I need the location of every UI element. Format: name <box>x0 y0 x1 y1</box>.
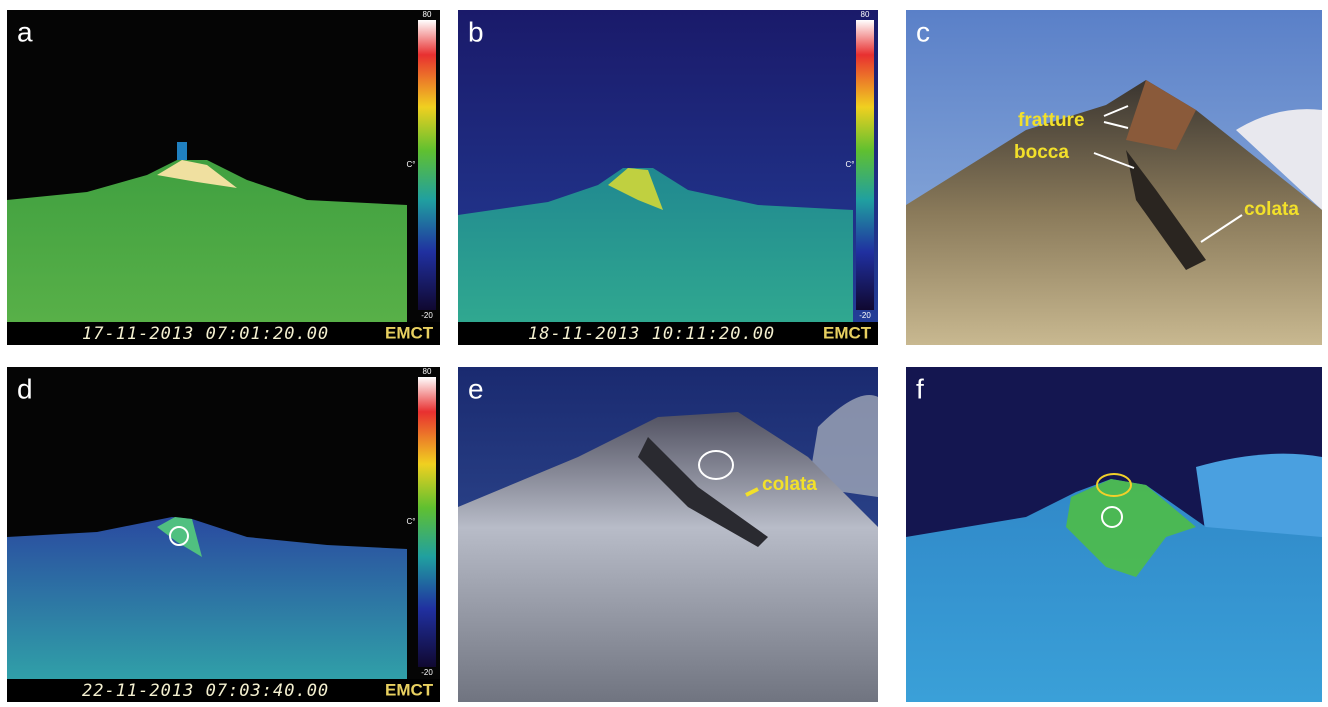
annotation: fratture <box>1018 110 1085 131</box>
annotation: colata <box>1244 199 1299 220</box>
colorbar-max: 80 <box>861 10 870 19</box>
panel-a: 80 C° -20 17-11-2013 07:01:20.00 EMCT a <box>7 10 440 345</box>
station: EMCT <box>385 680 434 699</box>
timestamp: 18-11-2013 10:11:20.00 <box>528 324 775 344</box>
panel-letter: e <box>468 373 484 404</box>
colorbar-max: 80 <box>423 367 432 376</box>
panel-letter: f <box>916 373 924 404</box>
panel-d: 80 C° -20 22-11-2013 07:03:40.00 EMCT d <box>7 367 440 702</box>
station: EMCT <box>385 323 434 342</box>
timestamp: 22-11-2013 07:03:40.00 <box>82 681 329 701</box>
colorbar-min: -20 <box>859 311 871 320</box>
colorbar-unit: C° <box>407 517 416 526</box>
station: EMCT <box>823 323 872 342</box>
panel-f: f <box>906 367 1322 702</box>
panel-letter: c <box>916 16 930 47</box>
panel-c: fratture bocca colata c <box>906 10 1322 345</box>
colorbar-min: -20 <box>421 668 433 677</box>
panel-e: colata e <box>458 367 878 702</box>
panel-letter: a <box>17 16 33 47</box>
panel-letter: d <box>17 373 33 404</box>
colorbar-unit: C° <box>407 160 416 169</box>
panel-b: 80 C° -20 18-11-2013 10:11:20.00 EMCT b <box>458 10 878 345</box>
colorbar-min: -20 <box>421 311 433 320</box>
timestamp: 17-11-2013 07:01:20.00 <box>82 324 329 344</box>
panel-letter: b <box>468 16 484 47</box>
annotation: colata <box>762 474 817 495</box>
figure: 80 C° -20 17-11-2013 07:01:20.00 EMCT a … <box>0 0 1328 702</box>
colorbar-unit: C° <box>846 160 855 169</box>
colorbar-max: 80 <box>423 10 432 19</box>
annotation: bocca <box>1014 142 1069 163</box>
